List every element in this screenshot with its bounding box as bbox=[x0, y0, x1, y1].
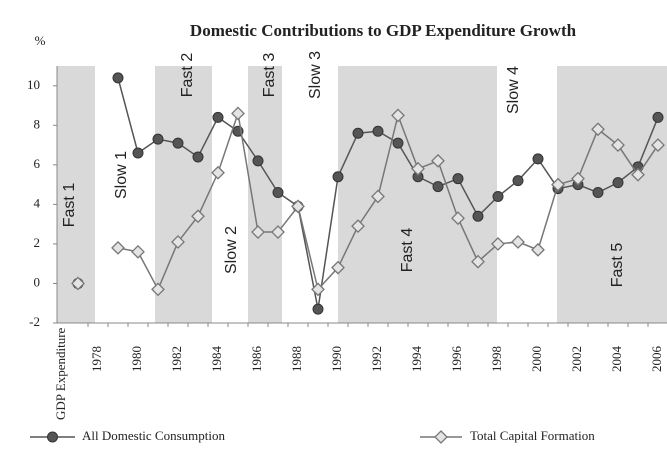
point bbox=[352, 127, 364, 139]
point bbox=[611, 138, 625, 152]
point bbox=[331, 260, 345, 275]
y-tick-label: 10 bbox=[27, 77, 40, 92]
x-tick-label: 1978 bbox=[89, 346, 104, 372]
period-shading bbox=[57, 66, 667, 323]
period-label: Fast 5 bbox=[609, 243, 626, 288]
x-tick-label: 1986 bbox=[249, 346, 264, 373]
point bbox=[651, 138, 665, 152]
y-tick-label: 8 bbox=[34, 116, 41, 131]
point bbox=[391, 108, 405, 123]
period-label: Slow 4 bbox=[505, 66, 522, 114]
point bbox=[392, 137, 404, 149]
point bbox=[252, 155, 264, 167]
series-line bbox=[117, 112, 659, 292]
point bbox=[211, 165, 225, 180]
point bbox=[411, 161, 425, 176]
point bbox=[431, 153, 445, 168]
point bbox=[612, 177, 624, 189]
point bbox=[452, 173, 464, 185]
point bbox=[471, 254, 485, 269]
point bbox=[472, 210, 484, 222]
x-tick-label: 2004 bbox=[609, 346, 624, 373]
x-tick-label: 1992 bbox=[369, 346, 384, 372]
x-tick-label: 2006 bbox=[649, 346, 664, 373]
x-tick-label: 1984 bbox=[209, 346, 224, 373]
point bbox=[192, 151, 204, 163]
point bbox=[271, 225, 285, 239]
point bbox=[272, 187, 284, 199]
series-line bbox=[117, 77, 659, 310]
point bbox=[591, 122, 605, 137]
point bbox=[312, 303, 324, 315]
point bbox=[532, 153, 544, 165]
point bbox=[451, 211, 465, 226]
x-tick-label: 1994 bbox=[409, 346, 424, 373]
legend-label: All Domestic Consumption bbox=[82, 428, 226, 443]
series bbox=[71, 106, 665, 297]
shade bbox=[155, 66, 212, 323]
point bbox=[531, 242, 545, 257]
point bbox=[132, 147, 144, 159]
y-axis-label: % bbox=[35, 33, 46, 48]
shade bbox=[557, 66, 667, 323]
point bbox=[111, 240, 125, 255]
period-label: Slow 2 bbox=[223, 226, 240, 274]
point bbox=[231, 106, 245, 121]
y-tick-label: -2 bbox=[29, 314, 40, 329]
point bbox=[172, 137, 184, 149]
y-tick-label: 0 bbox=[34, 274, 41, 289]
x-tick-label: 1998 bbox=[489, 346, 504, 372]
x-tick-label: 2000 bbox=[529, 346, 544, 372]
point bbox=[571, 171, 585, 186]
y-tick-label: 6 bbox=[34, 156, 41, 171]
period-label: Fast 1 bbox=[61, 183, 78, 228]
x-tick-label: 1990 bbox=[329, 346, 344, 372]
point bbox=[592, 187, 604, 199]
point bbox=[511, 235, 525, 249]
legend-label: Total Capital Formation bbox=[470, 428, 595, 443]
point bbox=[71, 276, 85, 291]
point bbox=[251, 225, 265, 239]
y-tick-label: 4 bbox=[34, 195, 41, 210]
point bbox=[332, 171, 344, 183]
x-tick-label: 2002 bbox=[569, 346, 584, 372]
point bbox=[432, 181, 444, 193]
point bbox=[212, 111, 224, 123]
point bbox=[131, 244, 145, 259]
point bbox=[191, 209, 205, 224]
point bbox=[152, 133, 164, 145]
point bbox=[112, 72, 124, 84]
chart-title: Domestic Contributions to GDP Expenditur… bbox=[190, 21, 577, 40]
point bbox=[351, 219, 365, 234]
point bbox=[47, 431, 58, 443]
point bbox=[631, 167, 645, 182]
x-tick-label: 1996 bbox=[449, 346, 464, 373]
point bbox=[291, 199, 305, 214]
point bbox=[652, 111, 664, 123]
period-label: Fast 2 bbox=[179, 53, 196, 98]
point bbox=[371, 189, 385, 204]
point bbox=[512, 175, 524, 187]
period-label: Fast 3 bbox=[261, 53, 278, 98]
period-label: Fast 4 bbox=[399, 228, 416, 273]
point bbox=[372, 125, 384, 137]
point bbox=[492, 190, 504, 202]
x-tick-label: GDP Expenditure bbox=[53, 327, 68, 420]
point bbox=[491, 237, 505, 251]
shade bbox=[338, 66, 497, 323]
x-tick-label: 1982 bbox=[169, 346, 184, 372]
point bbox=[551, 177, 565, 192]
period-label: Slow 3 bbox=[307, 51, 324, 99]
y-tick-label: 2 bbox=[34, 235, 41, 250]
point bbox=[434, 430, 448, 444]
x-tick-label: 1988 bbox=[289, 346, 304, 372]
period-label: Slow 1 bbox=[113, 151, 130, 199]
x-tick-label: 1980 bbox=[129, 346, 144, 372]
point bbox=[171, 235, 185, 249]
point bbox=[311, 282, 325, 297]
point bbox=[151, 282, 165, 297]
